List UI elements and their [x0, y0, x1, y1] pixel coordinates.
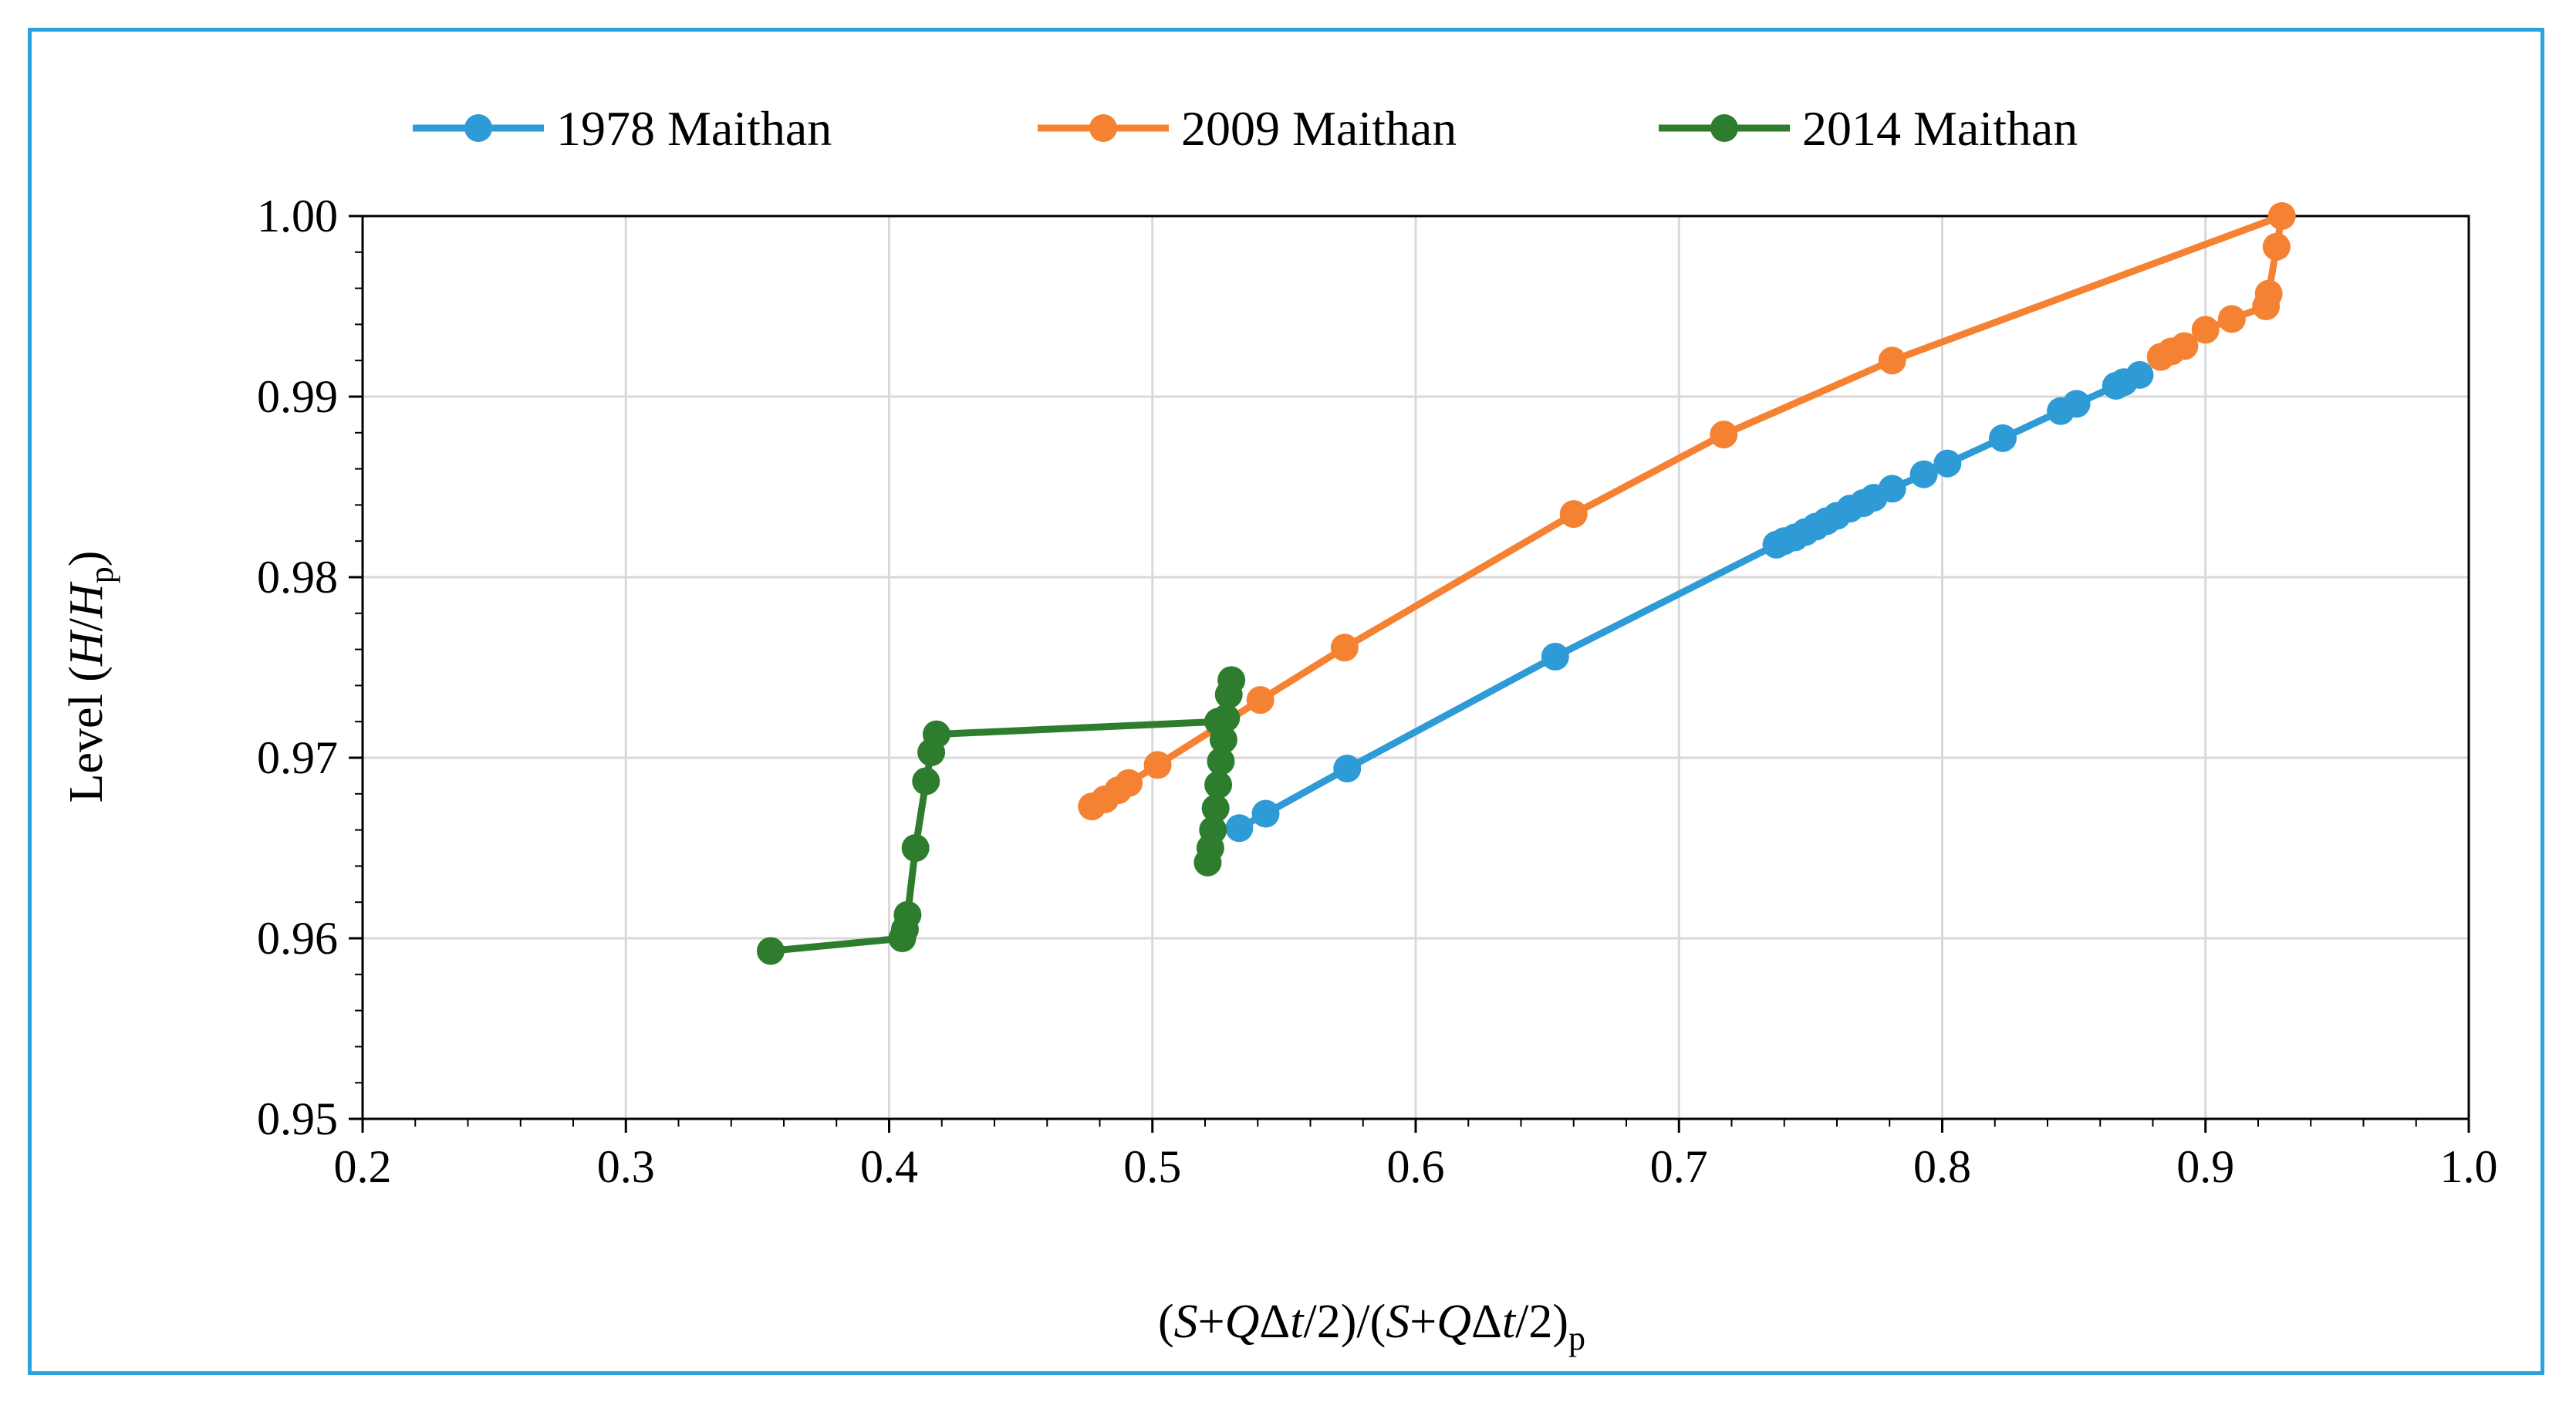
data-point	[1988, 424, 2017, 452]
y-axis-label: Level (H/Hp)	[60, 551, 120, 803]
data-point	[2252, 292, 2281, 320]
series-line	[1090, 212, 2286, 810]
data-point	[1541, 642, 1569, 671]
x-tick-label: 0.2	[334, 1141, 392, 1192]
data-point	[1559, 500, 1588, 529]
y-tick-label: 0.98	[257, 552, 338, 603]
legend-label: 2009 Maithan	[1181, 101, 1457, 156]
data-point	[1710, 421, 1738, 449]
data-point	[1193, 848, 1222, 877]
data-point	[1246, 686, 1274, 715]
y-tick-label: 0.99	[257, 371, 338, 422]
data-point	[1933, 449, 1962, 478]
legend-label: 2014 Maithan	[1802, 101, 2078, 156]
data-point	[1878, 346, 1906, 375]
data-point	[1878, 475, 1906, 503]
data-point	[912, 767, 940, 796]
data-point	[1909, 460, 1938, 488]
x-tick-label: 0.5	[1123, 1141, 1181, 1192]
series-2014-maithan	[756, 666, 1246, 965]
x-tick-label: 0.6	[1387, 1141, 1445, 1192]
series-1978-maithan	[1225, 360, 2154, 843]
data-point	[2262, 232, 2291, 261]
data-point	[2191, 316, 2220, 344]
data-point	[2267, 202, 2296, 230]
legend: 1978 Maithan 2009 Maithan 2014 Maithan	[413, 101, 2078, 156]
y-tick-label: 1.00	[257, 191, 338, 242]
data-point	[1115, 769, 1143, 797]
data-point	[922, 720, 950, 748]
data-point	[1212, 704, 1241, 732]
data-point	[2062, 390, 2091, 418]
legend-label: 1978 Maithan	[556, 101, 832, 156]
data-point	[1251, 799, 1280, 828]
data-point	[1333, 755, 1362, 783]
data-point	[756, 937, 785, 965]
y-tick-label: 0.95	[257, 1093, 338, 1144]
data-point	[1207, 747, 1235, 775]
legend-item[interactable]: 1978 Maithan	[413, 101, 832, 156]
data-point	[901, 834, 930, 862]
data-point	[893, 900, 922, 929]
data-point	[2125, 360, 2154, 389]
data-point	[1204, 771, 1233, 799]
legend-item[interactable]: 2009 Maithan	[1038, 101, 1457, 156]
data-point	[1143, 751, 1172, 779]
data-point	[2217, 305, 2246, 333]
data-point	[1214, 681, 1243, 709]
x-tick-label: 0.3	[597, 1141, 655, 1192]
x-tick-label: 0.9	[2176, 1141, 2234, 1192]
data-point	[1201, 794, 1230, 823]
series-line	[770, 676, 1235, 955]
series-2009-maithan	[1078, 202, 2296, 821]
legend-item[interactable]: 2014 Maithan	[1659, 101, 2078, 156]
x-tick-label: 0.7	[1650, 1141, 1708, 1192]
x-tick-label: 0.4	[860, 1141, 918, 1192]
y-tick-label: 0.96	[257, 913, 338, 964]
grid	[363, 216, 2469, 1119]
y-tick-label: 0.97	[257, 732, 338, 783]
data-point	[2146, 343, 2175, 371]
data-point	[1225, 814, 1254, 843]
data-point	[1209, 725, 1237, 754]
legend-marker	[1089, 114, 1117, 142]
legend-marker	[464, 114, 492, 142]
x-axis-label: (S+QΔt/2)/(S+QΔt/2)p	[1158, 1296, 1585, 1357]
x-tick-label: 0.8	[1913, 1141, 1971, 1192]
data-point	[1330, 634, 1359, 662]
series-layer	[756, 202, 2296, 965]
legend-marker	[1710, 114, 1738, 142]
axes: 0.2 0.3 0.4 0.5 0.6 0.7 0.8 0.9 1.0 0.95 0.96 0.97 0…	[257, 191, 2498, 1192]
figure-frame	[28, 28, 2544, 1375]
x-tick-label: 1.0	[2440, 1141, 2498, 1192]
